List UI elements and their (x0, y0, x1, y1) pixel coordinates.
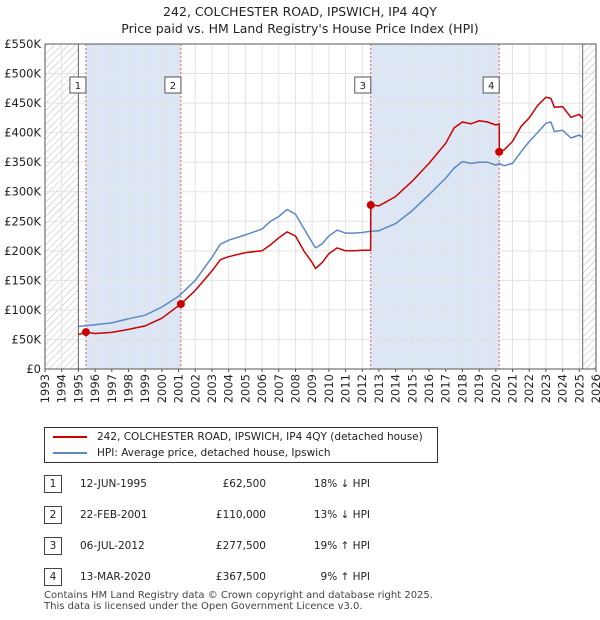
legend-item-hpi: HPI: Average price, detached house, Ipsw… (53, 446, 331, 460)
sale-point (366, 201, 375, 210)
footer: Contains HM Land Registry data © Crown c… (44, 590, 433, 612)
legend-price-label: 242, COLCHESTER ROAD, IPSWICH, IP4 4QY (… (97, 431, 423, 443)
x-tick-label: 2007 (272, 374, 286, 403)
x-tick-label: 2021 (506, 374, 520, 403)
sale-label-box (164, 76, 182, 94)
y-tick-label: £50K (12, 332, 42, 346)
sale-badge: 2 (44, 506, 62, 524)
sale-price: £277,500 (215, 540, 266, 552)
sale-badge: 3 (44, 537, 62, 555)
legend-hpi-swatch (53, 452, 87, 454)
sale-label-box (482, 76, 500, 94)
sale-label: 1 (75, 81, 81, 92)
sale-price: £367,500 (215, 571, 266, 583)
ownership-band (370, 44, 500, 369)
sale-label-box (354, 76, 372, 94)
table-row: 2 22-FEB-2001 £110,000 13% ↓ HPI (44, 505, 384, 525)
sale-date: 06-JUL-2012 (80, 540, 145, 552)
legend-hpi-label: HPI: Average price, detached house, Ipsw… (97, 447, 331, 459)
sale-price: £110,000 (215, 509, 266, 521)
x-tick-label: 2015 (405, 374, 419, 403)
y-tick-label: £400K (4, 126, 41, 140)
footer-line-1: Contains HM Land Registry data © Crown c… (44, 590, 433, 601)
x-tick-label: 2002 (188, 374, 202, 403)
x-tick-label: 1998 (121, 374, 135, 403)
x-tick-label: 1996 (88, 374, 102, 403)
sale-hpi-diff: 18% ↓ HPI (313, 478, 370, 490)
x-tick-label: 2016 (422, 374, 436, 403)
x-tick-label: 1999 (138, 374, 152, 403)
sale-point (81, 328, 90, 337)
sale-point (495, 147, 504, 156)
sale-price: £62,500 (222, 478, 266, 490)
legend-price-swatch (53, 436, 87, 438)
title-line-2: Price paid vs. HM Land Registry's House … (121, 21, 479, 36)
x-tick-label: 2022 (522, 374, 536, 403)
x-tick-label: 2014 (389, 374, 403, 403)
x-tick-label: 2000 (155, 374, 169, 403)
hpi-line (78, 121, 584, 328)
y-tick-label: £500K (4, 67, 41, 81)
y-tick-label: £100K (4, 303, 41, 317)
x-tick-label: 2008 (288, 374, 302, 403)
sale-badge: 4 (44, 568, 62, 586)
x-tick-label: 1997 (105, 374, 119, 403)
ownership-band (85, 44, 181, 369)
footer-line-2: This data is licensed under the Open Gov… (44, 601, 363, 612)
x-tick-label: 1995 (71, 374, 85, 403)
sale-point (176, 300, 185, 308)
x-tick-label: 1993 (38, 374, 52, 403)
x-tick-label: 2023 (539, 374, 553, 403)
x-tick-label: 2010 (322, 374, 336, 403)
y-tick-label: £200K (4, 244, 41, 258)
x-tick-label: 2009 (305, 374, 319, 403)
y-tick-label: £450K (4, 96, 41, 110)
x-tick-label: 2001 (172, 374, 186, 403)
y-tick-label: £350K (4, 155, 41, 169)
x-tick-label: 2005 (238, 374, 252, 403)
price-paid-line (78, 96, 584, 336)
table-row: 4 13-MAR-2020 £367,500 9% ↑ HPI (44, 567, 384, 587)
plot-border (44, 43, 597, 370)
y-tick-label: £300K (4, 185, 41, 199)
title-line-1: 242, COLCHESTER ROAD, IPSWICH, IP4 4QY (163, 4, 437, 19)
x-tick-label: 2013 (372, 374, 386, 403)
x-tick-label: 2003 (205, 374, 219, 403)
x-tick-label: 2012 (355, 374, 369, 403)
legend-item-price: 242, COLCHESTER ROAD, IPSWICH, IP4 4QY (… (53, 430, 423, 444)
sale-badge: 1 (44, 475, 62, 493)
sale-label: 3 (360, 81, 366, 92)
sale-hpi-diff: 13% ↓ HPI (313, 509, 370, 521)
table-row: 3 06-JUL-2012 £277,500 19% ↑ HPI (44, 536, 384, 556)
table-row: 1 12-JUN-1995 £62,500 18% ↓ HPI (44, 474, 384, 494)
x-tick-label: 2011 (339, 374, 353, 403)
sale-date: 22-FEB-2001 (80, 509, 148, 521)
chart-title: 242, COLCHESTER ROAD, IPSWICH, IP4 4QY P… (0, 3, 600, 37)
sale-label-box (69, 76, 87, 94)
legend: 242, COLCHESTER ROAD, IPSWICH, IP4 4QY (… (44, 427, 438, 463)
sale-date: 12-JUN-1995 (80, 478, 147, 490)
x-tick-label: 2024 (556, 374, 570, 403)
y-tick-label: £150K (4, 273, 41, 287)
y-tick-label: £0 (26, 362, 41, 376)
sale-hpi-diff: 19% ↑ HPI (313, 540, 370, 552)
x-tick-label: 2025 (572, 374, 586, 403)
x-tick-label: 1994 (55, 374, 69, 403)
y-tick-label: £250K (4, 214, 41, 228)
x-tick-label: 2018 (455, 374, 469, 403)
no-data-hatch-right (582, 44, 596, 369)
x-tick-label: 2019 (472, 374, 486, 403)
x-tick-label: 2006 (255, 374, 269, 403)
x-tick-label: 2026 (589, 374, 600, 403)
sale-date: 13-MAR-2020 (80, 571, 151, 583)
x-tick-label: 2020 (489, 374, 503, 403)
x-tick-label: 2004 (222, 374, 236, 403)
sale-hpi-diff: 9% ↑ HPI (320, 571, 370, 583)
price-chart: 1 2 3 4 £0 £50K £100K £150K £200K £250K £300K £350K… (4, 37, 600, 403)
sale-label: 4 (488, 81, 494, 92)
y-tick-label: £550K (4, 37, 41, 51)
sale-label: 2 (170, 81, 176, 92)
x-tick-label: 2017 (439, 374, 453, 403)
